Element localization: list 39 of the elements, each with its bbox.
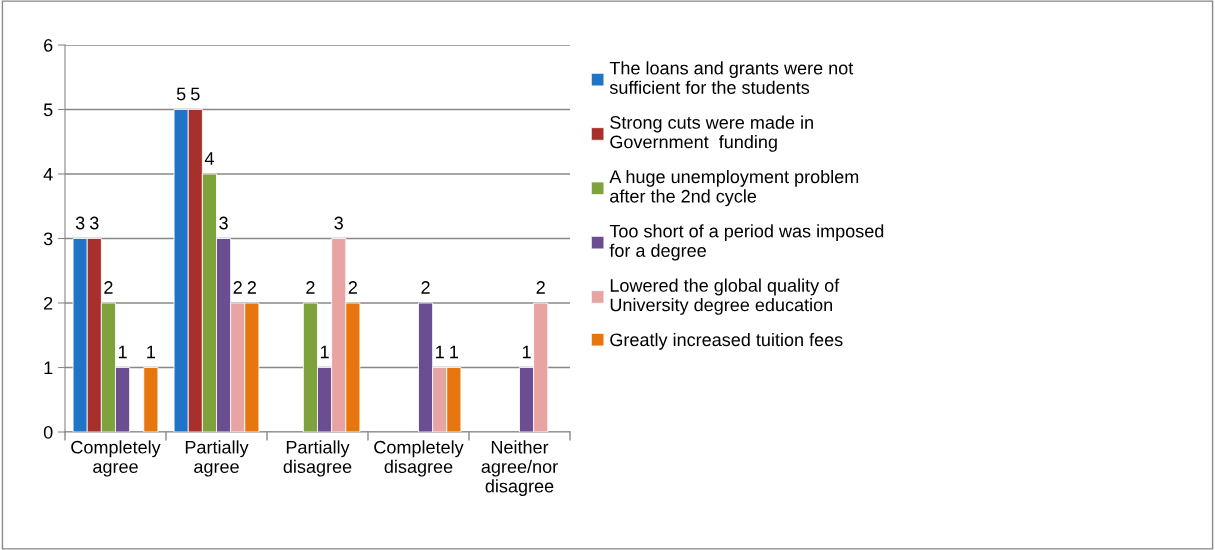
data-label: 3 [89,216,99,230]
data-label: 2 [348,281,357,294]
data-label: 2 [306,281,315,294]
legend-label: A huge unemployment problem after the 2nd cycle [609,169,859,207]
x-tick-label: Neither agree/nor disagree [481,440,558,497]
data-label: 1 [118,345,127,359]
data-label: 1 [320,345,329,359]
legend-label: Lowered the global quality of University degree education [610,278,840,315]
data-label: 3 [334,216,343,230]
x-tick-label: Partially agree [185,440,249,477]
data-label: 4 [204,152,214,165]
x-tick-label: Completely agree [71,440,161,477]
data-label: 1 [436,345,444,359]
legend-label: Strong cuts were made in Government funding [610,115,813,152]
data-label: 2 [536,281,545,294]
data-label: 2 [247,281,256,294]
data-label: 5 [176,87,186,101]
y-tick-label: 1 [44,361,53,375]
data-label: 1 [147,345,155,359]
bar [143,367,159,432]
y-tick-label: 2 [44,296,53,310]
y-tick-label: 5 [43,103,53,117]
y-tick-label: 6 [44,38,53,52]
data-label: 5 [190,87,200,101]
legend-label: Too short of a period was imposed for a degree [609,224,884,261]
x-tick-label: Completely disagree [374,440,464,477]
data-label: 1 [522,345,531,359]
legend-label: Greatly increased tuition fees [610,332,843,350]
legend-label: The loans and grants were not sufficient for the students [609,61,854,94]
y-tick-label: 3 [43,232,53,246]
data-label: 2 [233,281,242,294]
data-label: 2 [104,281,113,294]
data-label: 1 [450,345,458,359]
y-tick-label: 0 [43,425,53,439]
data-label: 3 [219,216,228,230]
y-tick-label: 4 [43,168,53,181]
data-label: 3 [75,216,85,230]
data-label: 2 [421,281,430,294]
x-tick-label: Partially disagree [283,440,352,477]
